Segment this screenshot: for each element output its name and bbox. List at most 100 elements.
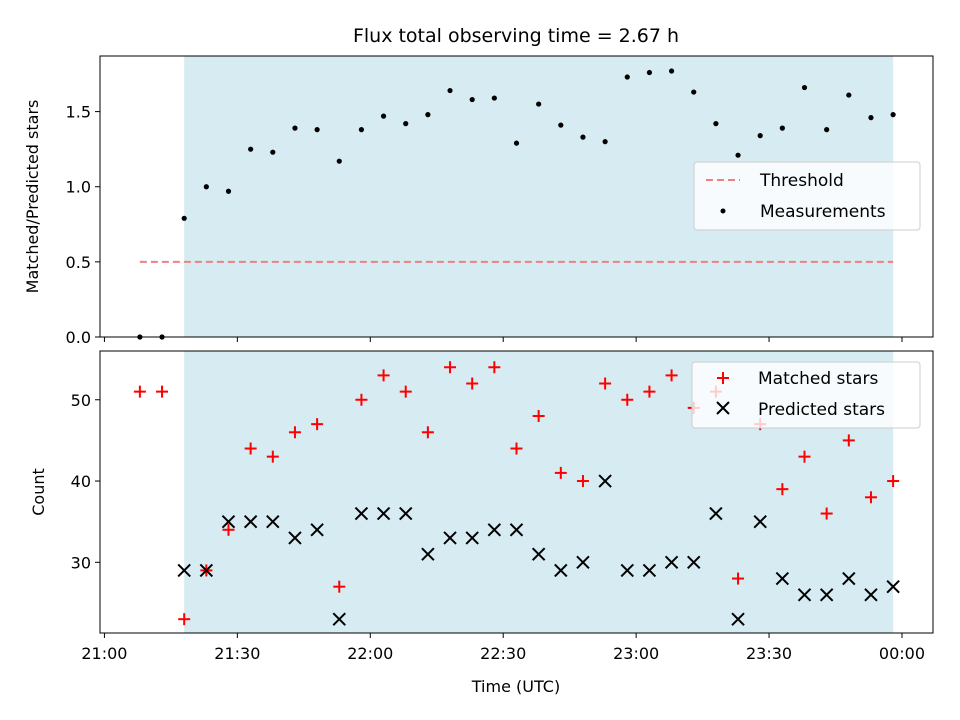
predicted-star-point	[886, 579, 900, 594]
predicted-star-point	[421, 547, 435, 561]
predicted-star-point	[576, 555, 590, 570]
predicted-star-point	[266, 514, 280, 529]
matched-star-point	[820, 507, 833, 520]
measurement-point	[713, 121, 719, 127]
predicted-star-point	[221, 514, 236, 529]
predicted-star-point	[443, 531, 457, 545]
bottom-panel: 30 40 50 21:00 21:30 22:00 22:30 23:00 23:30 00:…	[29, 350, 934, 696]
matched-star-point	[333, 580, 346, 593]
legend-predicted-swatch	[716, 401, 730, 415]
predicted-star-point	[509, 523, 524, 537]
measurement-point	[513, 140, 520, 146]
matched-star-point	[399, 385, 412, 398]
measurement-point	[536, 101, 542, 107]
matched-star-point	[732, 572, 745, 585]
predicted-star-point	[310, 523, 324, 537]
matched-star-point	[355, 393, 368, 406]
measurement-point	[691, 89, 697, 95]
top-plot-area	[137, 68, 896, 340]
matched-star-point	[133, 385, 146, 398]
predicted-star-point	[753, 514, 767, 529]
predicted-star-point	[775, 571, 790, 586]
matched-star-point	[266, 450, 279, 463]
predicted-star-point	[332, 612, 346, 626]
measurement-point	[314, 127, 320, 133]
predicted-star-point	[819, 588, 834, 602]
x-tick-label: 22:00	[347, 644, 393, 663]
matched-star-point	[156, 385, 169, 398]
legend-threshold-label: Threshold	[759, 171, 844, 191]
predicted-star-point	[243, 514, 258, 529]
measurement-point	[380, 113, 387, 119]
predicted-star-point	[687, 555, 701, 570]
matched-star-point	[887, 475, 900, 488]
top-axes-frame	[99, 55, 934, 338]
measurement-point	[868, 115, 874, 121]
matched-star-point	[665, 369, 678, 382]
matched-star-point	[466, 377, 479, 390]
predicted-star-point	[664, 555, 679, 570]
x-tick-label: 00:00	[879, 644, 925, 663]
measurement-point	[181, 215, 187, 221]
predicted-star-point	[620, 563, 634, 578]
bottom-legend: Matched stars Predicted stars	[691, 361, 921, 429]
matched-star-point	[532, 410, 545, 423]
predicted-star-point	[288, 531, 302, 545]
predicted-star-point	[399, 506, 413, 521]
measurement-point	[469, 96, 475, 103]
measurement-point	[403, 121, 409, 127]
matched-star-point	[488, 361, 501, 374]
measurement-point	[270, 149, 276, 155]
matched-star-point	[421, 426, 434, 439]
legend-matched-label: Matched stars	[758, 369, 878, 389]
top-y-axis: 0.0 0.5 1.0 1.5	[66, 103, 100, 347]
matched-star-point	[178, 613, 191, 626]
matched-star-point	[643, 385, 656, 398]
predicted-star-point	[487, 523, 502, 537]
matched-star-point	[222, 523, 235, 536]
measurement-point	[558, 122, 564, 128]
matched-star-point	[621, 393, 634, 406]
y-tick-label: 0.0	[66, 328, 91, 347]
measurement-point	[447, 87, 453, 94]
predicted-star-point	[376, 506, 391, 521]
measurement-point	[801, 84, 808, 91]
y-tick-label: 1.5	[66, 103, 91, 122]
legend-measurements-swatch	[720, 208, 726, 214]
measurement-point	[602, 139, 608, 145]
measurement-point	[668, 68, 675, 74]
x-tick-label: 21:30	[214, 644, 260, 663]
measurement-point	[890, 112, 896, 118]
measurement-point	[757, 133, 763, 139]
measurement-point	[779, 125, 785, 131]
measurement-point	[225, 188, 232, 194]
x-tick-label: 22:30	[480, 644, 526, 663]
measurement-point	[735, 152, 741, 158]
measurement-point	[358, 127, 365, 133]
predicted-star-point	[354, 506, 369, 521]
measurement-point	[846, 92, 852, 98]
y-tick-label: 40	[71, 472, 91, 491]
chart-title: Flux total observing time = 2.67 h	[353, 25, 679, 47]
matched-star-point	[377, 369, 390, 382]
x-tick-label: 21:00	[81, 644, 127, 663]
predicted-star-point	[642, 563, 657, 578]
predicted-star-point	[554, 563, 568, 578]
x-axis-label: Time (UTC)	[471, 677, 560, 696]
measurement-point	[336, 158, 342, 164]
bottom-x-axis: 21:00 21:30 22:00 22:30 23:00 23:30 00:00	[81, 633, 925, 663]
measurement-point	[491, 95, 497, 101]
matched-star-point	[244, 442, 257, 455]
matched-star-point	[842, 434, 855, 447]
x-tick-label: 23:00	[613, 644, 659, 663]
top-legend: Threshold Measurements	[693, 161, 921, 231]
bottom-y-axis: 30 40 50	[71, 391, 100, 572]
predicted-star-point	[709, 506, 723, 521]
predicted-star-point	[797, 588, 812, 602]
measurement-point	[292, 125, 298, 131]
y-tick-label: 30	[71, 553, 91, 572]
predicted-star-point	[177, 563, 191, 578]
matched-star-point	[798, 450, 811, 463]
bottom-y-axis-label: Count	[29, 468, 48, 516]
